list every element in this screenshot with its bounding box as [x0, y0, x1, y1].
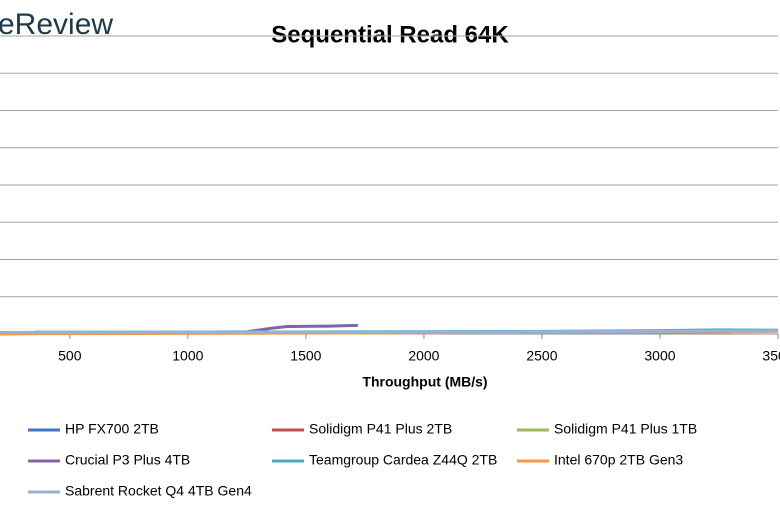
legend-label: Teamgroup Cardea Z44Q 2TB: [309, 452, 497, 468]
x-tick-label: 1500: [290, 348, 321, 364]
legend-label: Solidigm P41 Plus 1TB: [554, 421, 697, 437]
legend-label: Solidigm P41 Plus 2TB: [309, 421, 452, 437]
watermark: eReview: [0, 8, 113, 41]
series-line: [0, 329, 778, 335]
x-axis-label: Throughput (MB/s): [362, 374, 487, 390]
legend-label: HP FX700 2TB: [65, 421, 159, 437]
legend-label: Crucial P3 Plus 4TB: [65, 452, 190, 468]
x-tick-label: 2000: [408, 348, 439, 364]
chart-title: Sequential Read 64K: [271, 21, 509, 48]
x-tick-label: 3000: [644, 348, 675, 364]
x-tick-label: 2500: [526, 348, 557, 364]
legend-label: Intel 670p 2TB Gen3: [554, 452, 683, 468]
x-tick-label: 500: [58, 348, 82, 364]
legend-label: Sabrent Rocket Q4 4TB Gen4: [65, 483, 252, 499]
x-tick-label: 3500: [762, 348, 780, 364]
x-tick-label: 1000: [172, 348, 203, 364]
